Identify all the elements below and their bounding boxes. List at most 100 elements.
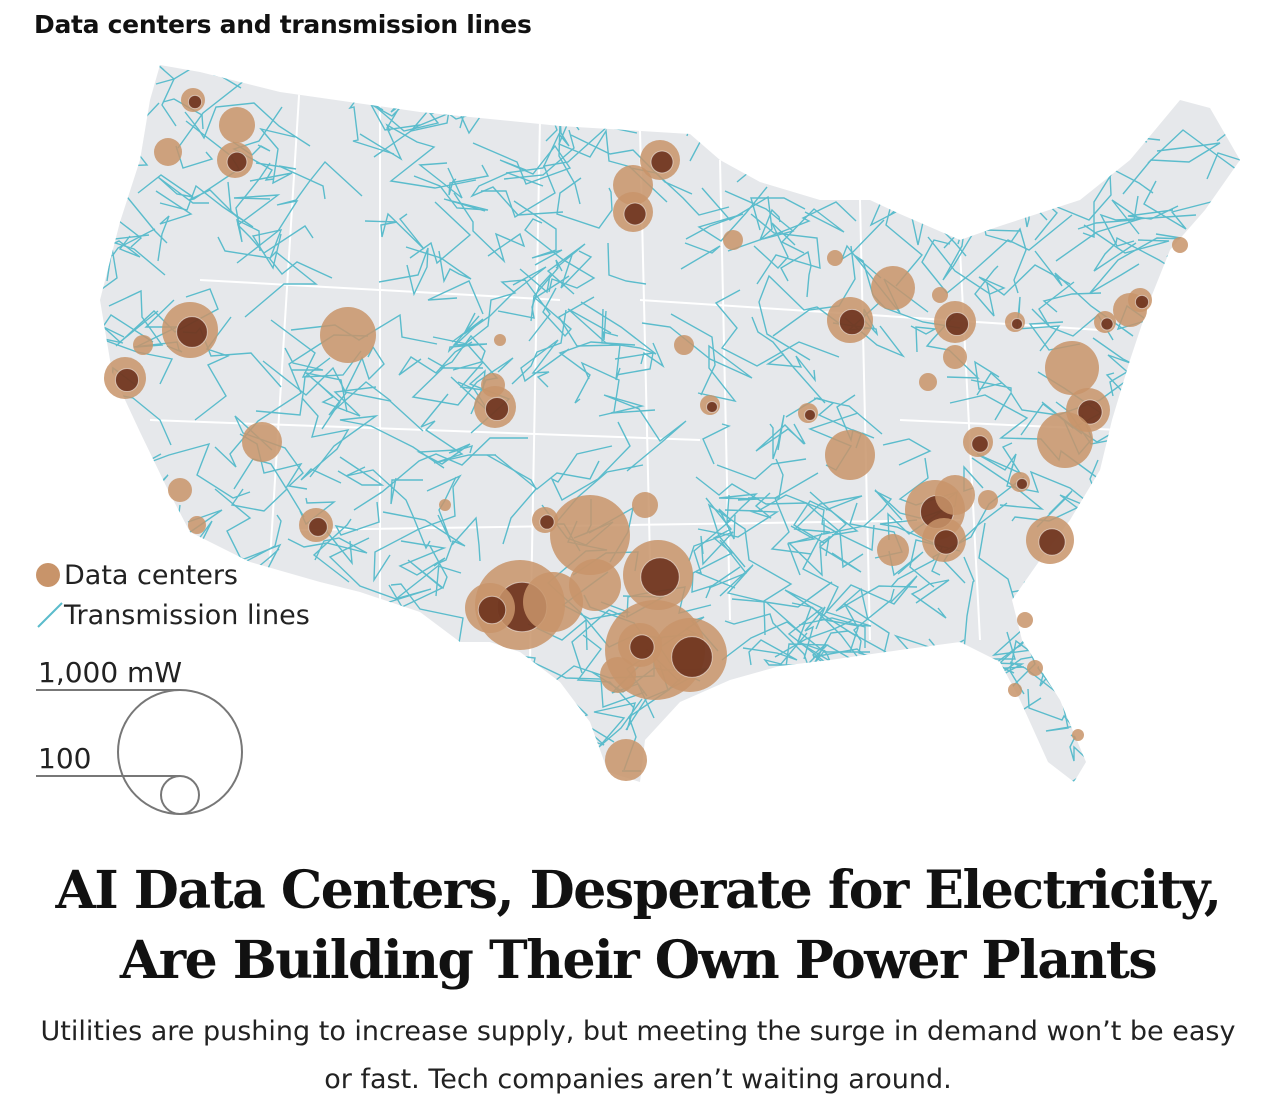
- data-center-marker: [1017, 612, 1033, 628]
- legend-transmission-lines: Transmission lines: [64, 599, 310, 631]
- transmission-line: [390, 583, 464, 644]
- transmission-line: [254, 646, 359, 706]
- transmission-line: [640, 342, 665, 368]
- transmission-line: [670, 705, 723, 782]
- data-center-cluster: [1011, 318, 1023, 330]
- transmission-line: [847, 91, 944, 120]
- transmission-line: [724, 494, 875, 552]
- transmission-line: [1099, 213, 1197, 247]
- transmission-line: [251, 229, 333, 279]
- data-center-marker: [1027, 660, 1043, 676]
- transmission-line: [409, 627, 447, 672]
- transmission-line: [607, 242, 647, 285]
- transmission-line: [910, 579, 950, 619]
- transmission-line: [927, 236, 1071, 296]
- transmission-line: [1163, 304, 1210, 344]
- transmission-line: [470, 172, 564, 216]
- transmission-line: [388, 691, 452, 720]
- transmission-line: [928, 730, 958, 771]
- transmission-line: [567, 301, 657, 355]
- transmission-line: [558, 121, 581, 205]
- transmission-line: [936, 659, 961, 700]
- transmission-line: [1091, 711, 1143, 768]
- transmission-line: [1198, 480, 1240, 566]
- transmission-line: [847, 133, 892, 159]
- data-center-marker: [188, 516, 206, 534]
- transmission-line: [1218, 81, 1240, 115]
- transmission-line: [1061, 619, 1120, 658]
- transmission-line: [1127, 205, 1179, 220]
- data-center-cluster: [671, 636, 713, 678]
- transmission-line: [876, 712, 928, 782]
- transmission-line: [793, 500, 859, 544]
- transmission-line: [372, 628, 442, 677]
- transmission-line: [580, 361, 656, 414]
- data-center-marker: [1037, 412, 1093, 468]
- transmission-line: [882, 438, 932, 466]
- transmission-line: [337, 456, 385, 486]
- transmission-line: [1148, 475, 1190, 514]
- transmission-line: [1101, 571, 1156, 628]
- transmission-line: [802, 553, 872, 627]
- transmission-line: [727, 201, 857, 252]
- transmission-line: [1042, 292, 1102, 313]
- data-center-marker: [439, 499, 451, 511]
- transmission-line: [270, 319, 362, 378]
- transmission-line: [701, 187, 781, 241]
- data-center-marker: [978, 490, 998, 510]
- transmission-line: [685, 186, 768, 242]
- transmission-line: [593, 698, 643, 748]
- transmission-line: [1097, 528, 1203, 584]
- transmission-line: [949, 115, 1045, 176]
- transmission-line: [558, 124, 632, 168]
- transmission-line: [1184, 594, 1240, 654]
- us-map: [100, 65, 1240, 782]
- transmission-line: [1188, 410, 1236, 481]
- data-center-marker: [600, 657, 636, 693]
- transmission-line: [1077, 195, 1139, 230]
- transmission-line: [137, 497, 181, 532]
- transmission-line: [853, 588, 895, 660]
- transmission-line: [437, 476, 457, 543]
- transmission-line: [1128, 348, 1208, 403]
- data-center-cluster: [477, 595, 507, 625]
- transmission-line: [702, 423, 731, 465]
- transmission-line: [780, 208, 845, 254]
- transmission-line: [353, 437, 528, 511]
- transmission-line: [818, 575, 918, 627]
- transmission-line: [233, 194, 314, 254]
- data-center-marker: [1072, 729, 1084, 741]
- transmission-line: [774, 619, 854, 658]
- transmission-line: [716, 458, 807, 480]
- transmission-line: [828, 661, 887, 733]
- transmission-line: [753, 222, 796, 269]
- transmission-line: [446, 65, 510, 93]
- transmission-line: [769, 414, 785, 460]
- transmission-line: [687, 65, 729, 91]
- transmission-line-swatch-icon: [37, 602, 63, 628]
- transmission-line: [345, 466, 431, 550]
- transmission-line: [100, 428, 121, 463]
- transmission-line: [970, 371, 1012, 396]
- transmission-line: [1118, 730, 1182, 782]
- transmission-line: [1055, 579, 1110, 665]
- transmission-line: [751, 316, 826, 404]
- data-center-marker: [919, 373, 937, 391]
- transmission-line: [1215, 644, 1240, 734]
- data-center-marker: [481, 373, 505, 397]
- transmission-line: [550, 421, 631, 501]
- transmission-line: [416, 443, 474, 465]
- transmission-line: [481, 126, 638, 219]
- transmission-line: [719, 564, 870, 653]
- transmission-line: [100, 140, 126, 200]
- data-center-cluster: [650, 150, 674, 174]
- transmission-line: [1091, 618, 1169, 766]
- transmission-line: [511, 309, 567, 385]
- transmission-line: [259, 720, 349, 755]
- transmission-line: [614, 352, 654, 376]
- transmission-line: [334, 501, 380, 536]
- scale-label-large: 1,000 mW: [38, 656, 183, 689]
- data-center-marker: [523, 572, 583, 632]
- transmission-line: [308, 681, 421, 726]
- data-center-cluster: [308, 517, 328, 537]
